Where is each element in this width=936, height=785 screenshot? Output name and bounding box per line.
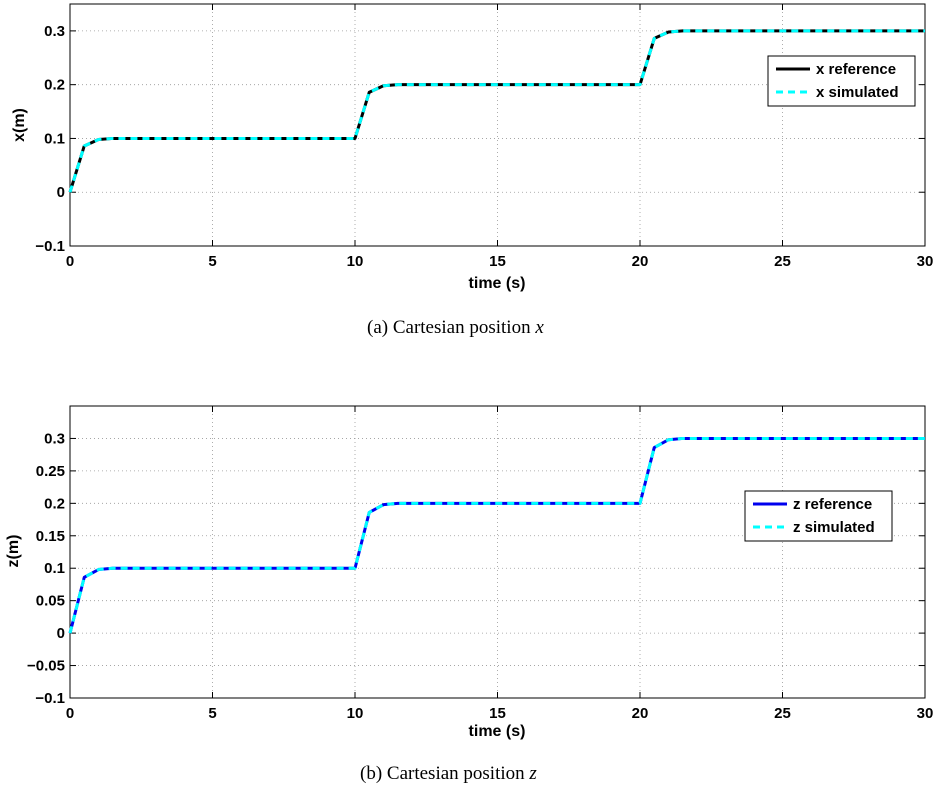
y-tick-label: 0.2 — [44, 495, 65, 512]
x-tick-label: 0 — [66, 705, 74, 722]
x-tick-label: 5 — [208, 705, 216, 722]
caption-a-prefix: (a) Cartesian position — [367, 317, 535, 338]
caption-b: (b) Cartesian position z — [360, 763, 537, 784]
y-tick-label: 0.3 — [44, 430, 65, 447]
y-tick-label: 0.1 — [44, 130, 65, 147]
legend-box-b — [744, 490, 893, 542]
y-axis-label-a: x(m) — [11, 108, 28, 142]
y-tick-label: −0.1 — [35, 690, 65, 707]
x-tick-label: 10 — [347, 253, 364, 270]
y-tick-label: 0 — [57, 625, 65, 642]
series-lines-a — [68, 29, 925, 193]
x-tick-label: 10 — [347, 705, 364, 722]
caption-a: (a) Cartesian position x — [367, 317, 544, 338]
x-tick-label: 20 — [632, 253, 649, 270]
y-tick-label: 0.15 — [36, 528, 65, 545]
caption-b-var: z — [528, 763, 537, 784]
x-axis-label-b: time (s) — [469, 723, 526, 740]
x-tick-label: 0 — [66, 253, 74, 270]
series-lines-b — [68, 436, 925, 634]
y-tick-label: 0.25 — [36, 463, 65, 480]
x-tick-label: 20 — [632, 705, 649, 722]
x-tick-label: 25 — [774, 253, 791, 270]
legend-label-z-simulated: z simulated — [793, 519, 875, 536]
y-tick-label: −0.05 — [27, 658, 65, 675]
ticks-b: 0 5 10 15 20 25 30 −0.1 −0.05 0 0.05 0.1 0.15 0.2 0.25… — [27, 406, 933, 722]
caption-b-prefix: (b) Cartesian position — [360, 763, 529, 784]
x-tick-label: 5 — [208, 253, 216, 270]
y-tick-label: −0.1 — [35, 238, 65, 255]
y-tick-label: 0.2 — [44, 77, 65, 94]
chart-panel-b: 0 5 10 15 20 25 30 −0.1 −0.05 0 0.05 0.1 0.15 0.2 0.25… — [5, 405, 933, 784]
legend-b: z reference z simulated — [744, 490, 893, 542]
series-line-z-simulated — [68, 436, 925, 634]
legend-label-z-reference: z reference — [793, 496, 872, 513]
y-tick-label: 0.05 — [36, 593, 65, 610]
x-tick-label: 25 — [774, 705, 791, 722]
legend-label-x-reference: x reference — [816, 61, 896, 78]
series-line-x-simulated — [68, 29, 925, 193]
y-tick-label: 0 — [57, 184, 65, 201]
legend-label-x-simulated: x simulated — [816, 84, 899, 101]
caption-a-var: x — [534, 317, 544, 338]
legend-box-a — [767, 55, 916, 107]
x-tick-label: 30 — [917, 253, 934, 270]
x-tick-label: 30 — [917, 705, 934, 722]
legend-a: x reference x simulated — [767, 55, 916, 107]
x-axis-label-a: time (s) — [469, 275, 526, 292]
x-tick-label: 15 — [489, 705, 506, 722]
y-tick-label: 0.1 — [44, 560, 65, 577]
y-tick-label: 0.3 — [44, 23, 65, 40]
chart-panel-a: 0 5 10 15 20 25 30−0.100.10.20.3 time (s) x(m)… — [11, 3, 933, 338]
ticks-a: 0 5 10 15 20 25 30−0.100.10.20.3 — [35, 4, 933, 270]
x-tick-label: 15 — [489, 253, 506, 270]
y-axis-label-b: z(m) — [5, 535, 22, 568]
